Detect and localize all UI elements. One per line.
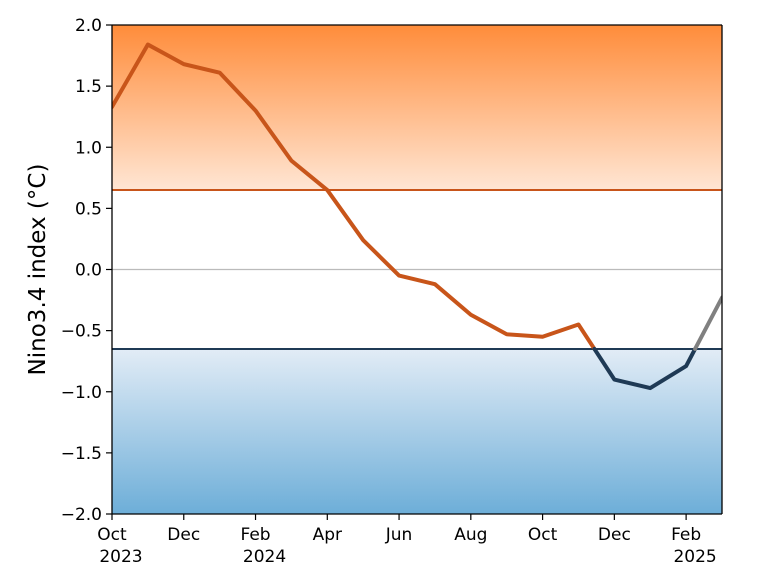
threshold-bands — [112, 25, 722, 514]
series-segment-cold — [592, 346, 698, 391]
el-nino-band — [112, 25, 722, 191]
axes: 2.01.51.00.50.0−0.5−1.0−1.5−2.0Oct2023De… — [61, 16, 723, 567]
x-tick-label: Oct — [528, 525, 558, 545]
x-tick-label: Oct — [97, 525, 127, 545]
y-tick-label: 1.5 — [75, 77, 102, 97]
y-tick-label: −0.5 — [61, 322, 102, 342]
series-segment-warm — [112, 42, 597, 351]
y-tick-label: 1.0 — [75, 138, 102, 158]
x-tick-label: Feb — [240, 525, 270, 545]
x-tick-label: Dec — [598, 525, 631, 545]
x-tick-label: Dec — [167, 525, 200, 545]
series-lines — [112, 42, 722, 391]
y-axis-label: Nino3.4 index (°C) — [25, 164, 51, 376]
x-tick-year-label: 2023 — [99, 547, 142, 567]
y-tick-label: 0.0 — [75, 261, 102, 281]
y-tick-label: 0.5 — [75, 199, 102, 219]
x-tick-label: Jun — [385, 525, 413, 545]
la-nina-band — [112, 348, 722, 514]
y-tick-label: 2.0 — [75, 16, 102, 36]
y-tick-label: −2.0 — [61, 505, 102, 525]
x-tick-year-label: 2024 — [243, 547, 286, 567]
series-segment-neutral — [693, 295, 722, 351]
x-tick-label: Apr — [313, 525, 342, 545]
y-tick-label: −1.0 — [61, 383, 102, 403]
y-tick-label: −1.5 — [61, 444, 102, 464]
x-tick-label: Feb — [671, 525, 701, 545]
x-tick-year-label: 2025 — [673, 547, 716, 567]
x-tick-label: Aug — [454, 525, 487, 545]
